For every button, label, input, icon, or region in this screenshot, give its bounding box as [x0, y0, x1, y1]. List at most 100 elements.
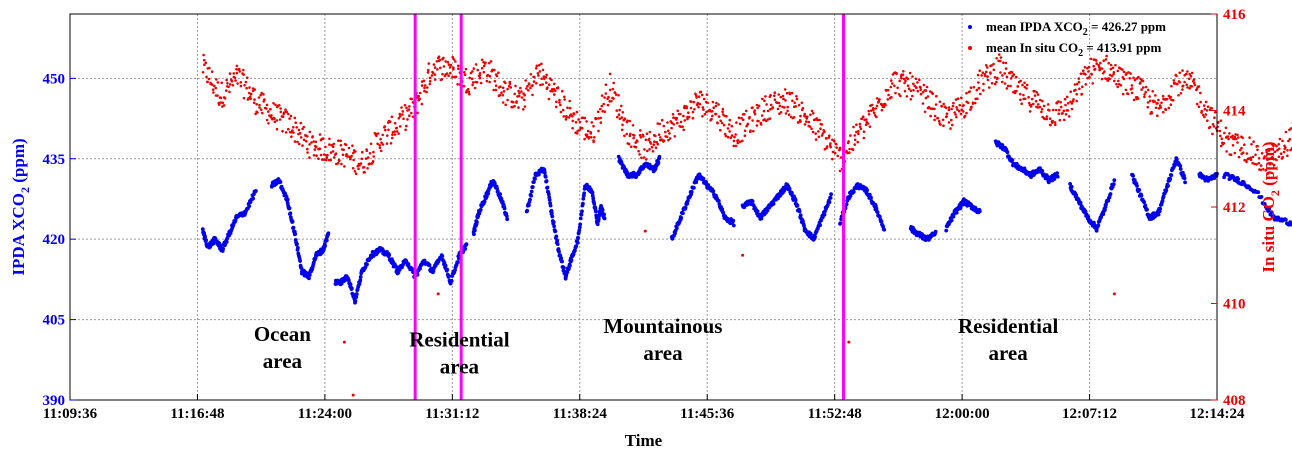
insitu-co2-point	[211, 88, 215, 91]
insitu-co2-point	[1284, 130, 1288, 134]
insitu-co2-point	[201, 71, 205, 74]
insitu-co2-point	[452, 68, 455, 71]
insitu-co2-point	[259, 108, 263, 111]
insitu-co2-point	[766, 109, 770, 113]
insitu-co2-point	[391, 133, 394, 137]
right-axis-title: In situ CO2 (ppm)	[1259, 141, 1282, 272]
insitu-co2-point	[883, 102, 887, 106]
insitu-co2-point	[393, 130, 396, 133]
insitu-co2-point	[359, 162, 363, 165]
insitu-co2-point	[1189, 74, 1193, 78]
insitu-co2-point	[1067, 115, 1071, 118]
ipda-xco2-point	[307, 273, 312, 277]
ipda-xco2-point	[542, 170, 547, 175]
insitu-co2-point	[875, 97, 879, 100]
insitu-co2-point	[395, 126, 399, 130]
ipda-xco2-point	[1111, 182, 1116, 187]
insitu-co2-point	[1009, 84, 1012, 88]
insitu-co2-point	[1003, 72, 1006, 75]
insitu-co2-point	[982, 82, 985, 86]
insitu-co2-point	[345, 153, 348, 156]
insitu-co2-point	[337, 139, 340, 142]
insitu-co2-point	[921, 102, 925, 105]
insitu-co2-point	[410, 97, 414, 101]
insitu-co2-point	[1270, 147, 1274, 151]
insitu-co2-point	[290, 135, 293, 138]
ipda-xco2-point	[958, 206, 963, 210]
ipda-xco2-point	[848, 194, 853, 198]
insitu-co2-point	[1185, 72, 1188, 76]
insitu-co2-point	[221, 101, 225, 105]
ipda-xco2-point	[365, 262, 369, 267]
insitu-co2-point	[1273, 150, 1277, 153]
insitu-co2-point	[525, 87, 528, 90]
insitu-co2-point	[1165, 97, 1169, 101]
insitu-co2-point	[1201, 113, 1205, 117]
insitu-co2-point	[262, 93, 265, 96]
insitu-co2-point	[1193, 83, 1197, 87]
insitu-co2-point	[942, 102, 945, 106]
ipda-xco2-point	[1259, 195, 1264, 199]
insitu-co2-point	[942, 124, 945, 127]
insitu-co2-point	[1083, 66, 1087, 69]
insitu-co2-point	[912, 82, 915, 86]
insitu-co2-point	[214, 86, 217, 90]
ipda-xco2-point	[802, 223, 806, 228]
insitu-co2-point	[387, 128, 390, 132]
insitu-co2-point	[801, 106, 805, 110]
insitu-co2-point	[999, 59, 1002, 63]
insitu-co2-point	[973, 101, 977, 105]
insitu-co2-point	[719, 119, 722, 123]
insitu-co2-point	[369, 142, 373, 146]
insitu-co2-point	[809, 113, 812, 117]
insitu-co2-point	[291, 129, 294, 132]
insitu-co2-point	[1148, 95, 1151, 98]
insitu-co2-point	[874, 107, 877, 110]
insitu-co2-point	[537, 74, 540, 77]
insitu-co2-point	[519, 86, 522, 90]
insitu-co2-point	[279, 110, 283, 114]
insitu-co2-point	[817, 135, 821, 139]
insitu-co2-point	[916, 89, 920, 93]
ipda-xco2-point	[1074, 193, 1079, 198]
insitu-co2-point	[757, 104, 761, 108]
insitu-co2-point	[287, 112, 290, 116]
ipda-xco2-point	[1052, 177, 1057, 181]
insitu-co2-point	[1288, 138, 1292, 141]
insitu-co2-point	[753, 110, 756, 114]
insitu-co2-point	[390, 136, 394, 140]
insitu-co2-point	[831, 150, 835, 154]
insitu-co2-point	[615, 109, 618, 112]
insitu-co2-point	[597, 117, 600, 120]
insitu-co2-point	[445, 72, 449, 75]
insitu-co2-point	[501, 93, 505, 97]
insitu-co2-outlier	[741, 253, 745, 257]
insitu-co2-point	[1197, 85, 1201, 88]
insitu-co2-point	[1075, 99, 1078, 103]
insitu-co2-point	[285, 110, 289, 114]
ipda-xco2-point	[711, 189, 716, 194]
insitu-co2-point	[864, 123, 868, 127]
insitu-co2-point	[244, 80, 248, 84]
insitu-co2-point	[217, 103, 221, 106]
insitu-co2-point	[478, 72, 482, 75]
ipda-xco2-point	[204, 238, 209, 243]
insitu-co2-point	[620, 128, 624, 132]
insitu-co2-point	[273, 120, 277, 124]
insitu-co2-point	[432, 63, 436, 66]
insitu-co2-point	[1259, 168, 1263, 172]
insitu-co2-point	[1190, 71, 1194, 75]
ipda-xco2-point	[529, 193, 533, 198]
ipda-xco2-point	[692, 185, 696, 190]
insitu-co2-point	[1212, 125, 1216, 128]
insitu-co2-point	[912, 88, 915, 92]
ipda-xco2-point	[543, 175, 548, 179]
insitu-co2-point	[1012, 73, 1016, 76]
insitu-co2-point	[1143, 95, 1146, 99]
ipda-xco2-point	[875, 210, 880, 215]
insitu-co2-point	[1255, 163, 1258, 166]
insitu-co2-point	[887, 93, 890, 97]
insitu-co2-point	[1181, 69, 1184, 72]
insitu-co2-point	[701, 106, 705, 109]
region-label-line: area	[440, 354, 480, 378]
